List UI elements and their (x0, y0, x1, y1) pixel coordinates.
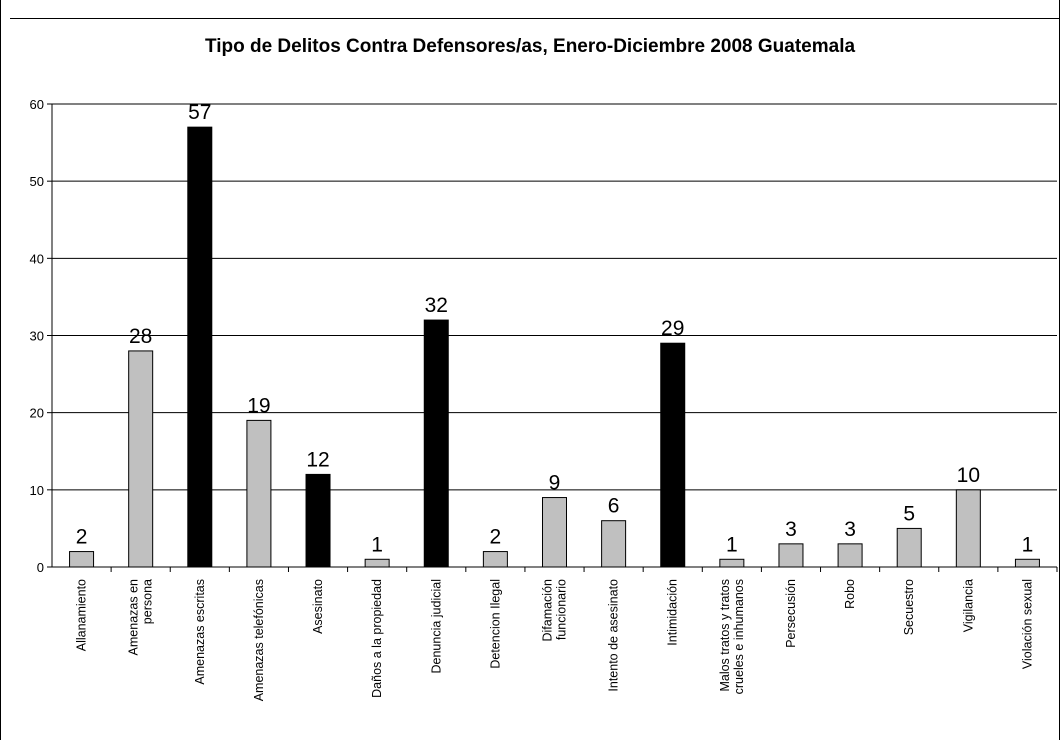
bar (305, 473, 331, 568)
bar (955, 489, 981, 568)
x-tick-label-line: Amenazas en (127, 579, 141, 655)
data-label: 57 (188, 101, 211, 124)
data-label: 12 (306, 448, 329, 471)
x-tick-label-line: Secuestro (902, 579, 916, 635)
bar (837, 543, 863, 568)
x-tick-label: Vigilancia (961, 579, 975, 632)
bar (187, 126, 213, 568)
top-border (10, 18, 1060, 19)
bar (542, 497, 567, 568)
x-tick-label: Robo (843, 579, 857, 609)
y-tick-label: 40 (30, 251, 44, 266)
x-tick-label-line: Vigilancia (961, 579, 975, 632)
y-tick-label: 10 (30, 483, 44, 498)
bar (778, 543, 804, 568)
data-label: 3 (844, 518, 856, 541)
x-tick-label-line: crueles e inhumanos (732, 579, 746, 694)
x-tick-label-line: funcionario (555, 579, 569, 640)
x-tick-label-line: Asesinato (311, 579, 325, 634)
x-tick-label: Intimidación (666, 579, 680, 646)
x-tick-label: Allanamiento (75, 579, 89, 651)
x-tick-label: Intento de asesinato (607, 579, 621, 692)
x-tick-label-line: Intimidación (666, 579, 680, 646)
x-tick-label: Asesinato (311, 579, 325, 634)
x-tick-label-line: Amenazas escritas (193, 579, 207, 685)
x-tick-label: Detencion Ilegal (488, 579, 502, 669)
data-label: 6 (608, 495, 620, 518)
x-tick-label-line: Daños a la propiedad (370, 579, 384, 698)
x-tick-label: Persecusión (784, 579, 798, 648)
x-tick-label: Malos tratos y tratos crueles e inhumanos (718, 579, 746, 694)
bar (128, 350, 154, 568)
data-label: 28 (129, 325, 152, 348)
bar (482, 551, 508, 568)
bar (69, 551, 95, 568)
x-tick-label: Amenazas telefónicas (252, 579, 266, 701)
x-tick-label-line: Difamación (541, 579, 555, 642)
x-tick-label-line: Intento de asesinato (607, 579, 621, 692)
bar (423, 319, 449, 568)
data-label: 10 (957, 464, 980, 487)
x-tick-label: Difamación funcionario (541, 579, 569, 642)
bar (1014, 558, 1040, 568)
bar (896, 527, 922, 568)
data-label: 5 (903, 502, 915, 525)
data-label: 2 (490, 526, 502, 549)
y-tick-label: 20 (30, 406, 44, 421)
data-label: 9 (549, 472, 561, 495)
data-label: 3 (785, 518, 797, 541)
x-tick-label: Denuncia judicial (429, 579, 443, 674)
x-tick-label: Violación sexual (1020, 579, 1034, 669)
x-tick-label-line: Detencion Ilegal (488, 579, 502, 669)
data-label: 32 (425, 294, 448, 317)
x-tick-label: Amenazas escritas (193, 579, 207, 685)
data-label: 19 (247, 394, 270, 417)
data-label: 1 (726, 533, 738, 556)
bar (660, 342, 686, 568)
data-label: 2 (76, 526, 88, 549)
bar (601, 520, 627, 568)
y-tick-label: 0 (37, 560, 44, 575)
y-tick-label: 50 (30, 174, 44, 189)
chart-title: Tipo de Delitos Contra Defensores/as, En… (204, 36, 856, 57)
x-tick-label: Secuestro (902, 579, 916, 635)
data-label: 1 (1022, 533, 1034, 556)
x-tick-label-line: Violación sexual (1020, 579, 1034, 669)
x-tick-label-line: Persecusión (784, 579, 798, 648)
data-label: 29 (661, 317, 684, 340)
bar (246, 419, 272, 568)
x-tick-label-line: Malos tratos y tratos (718, 579, 732, 692)
y-tick-label: 60 (30, 97, 44, 112)
x-tick-label-line: Amenazas telefónicas (252, 579, 266, 701)
bar (719, 558, 745, 568)
x-tick-label-line: Allanamiento (75, 579, 89, 651)
x-tick-label-line: Robo (843, 579, 857, 609)
bar (364, 558, 390, 568)
x-tick-label-line: persona (141, 579, 155, 624)
x-tick-label: Daños a la propiedad (370, 579, 384, 698)
x-tick-label: Amenazas en persona (127, 579, 155, 655)
data-label: 1 (371, 533, 383, 556)
y-tick-label: 30 (30, 329, 44, 344)
x-tick-label-line: Denuncia judicial (429, 579, 443, 674)
